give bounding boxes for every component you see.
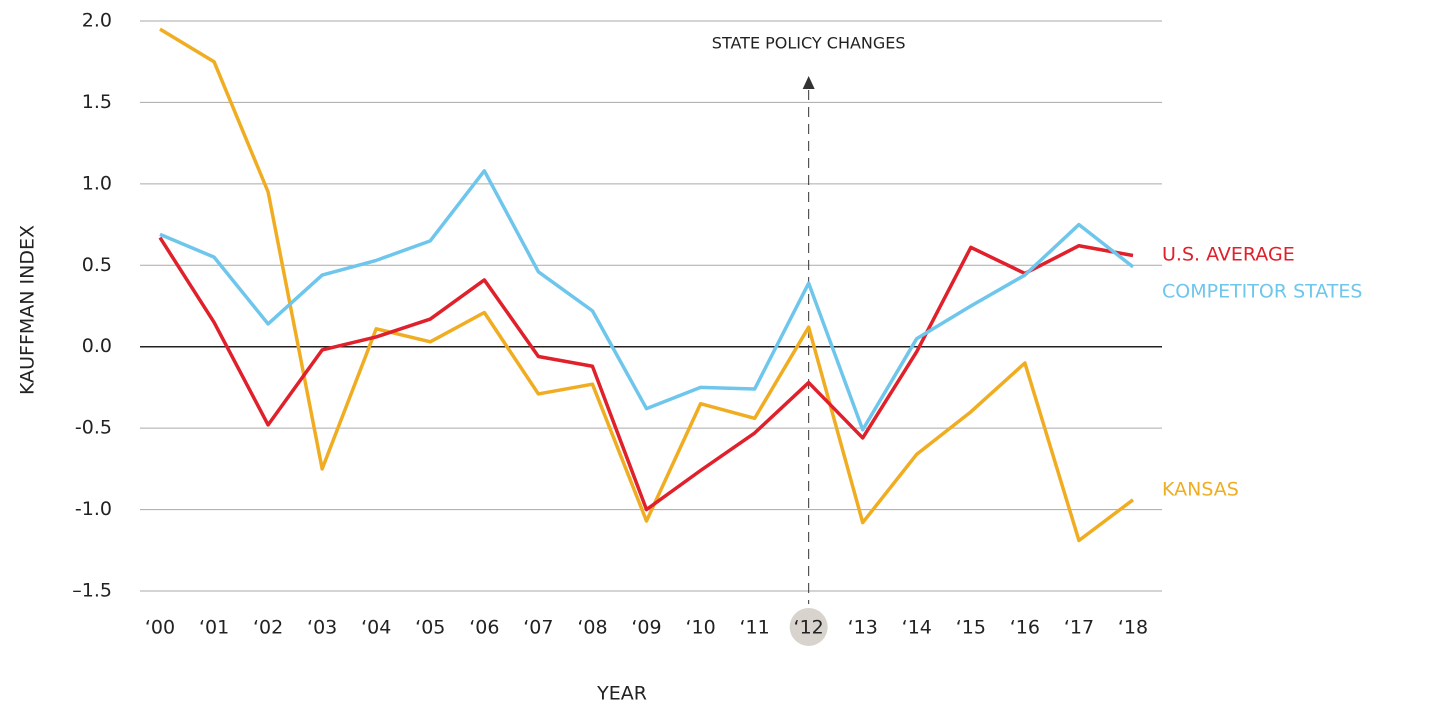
- highlight-circle: [789, 608, 828, 646]
- y-tick-label: 0.5: [82, 254, 112, 276]
- x-tick-label: ‘11: [740, 617, 770, 639]
- y-tick-label: 0.0: [82, 335, 112, 357]
- legend-label: U.S. AVERAGE: [1162, 244, 1295, 266]
- series-line: [158, 236, 1134, 512]
- x-tick-label: ‘15: [956, 617, 986, 639]
- annotation-arrow: [802, 76, 815, 89]
- x-tick-label: ‘01: [199, 617, 229, 639]
- x-tick-label: ‘08: [577, 617, 607, 639]
- y-tick-label: 1.5: [82, 91, 112, 113]
- x-tick-label: ‘05: [415, 617, 445, 639]
- x-axis-label: YEAR: [596, 683, 647, 705]
- x-tick-label: ‘18: [1118, 617, 1148, 639]
- legend-label: KANSAS: [1162, 479, 1239, 501]
- x-tick-label: ‘06: [469, 617, 499, 639]
- x-tick-label: ‘12: [794, 617, 824, 639]
- x-tick-label: ‘02: [253, 617, 283, 639]
- x-tick-label: ‘03: [307, 617, 337, 639]
- y-tick-label: -0.5: [75, 417, 112, 439]
- legend-label: COMPETITOR STATES: [1162, 281, 1362, 303]
- annotation-text: STATE POLICY CHANGES: [712, 34, 906, 53]
- y-tick-label: 1.0: [82, 172, 112, 194]
- y-tick-label: 2.0: [82, 10, 112, 32]
- y-tick-label: –1.5: [72, 580, 112, 602]
- x-tick-label: ‘13: [848, 617, 878, 639]
- x-tick-label: ‘14: [902, 617, 932, 639]
- x-tick-label: ‘00: [145, 617, 175, 639]
- x-tick-label: ‘10: [685, 617, 715, 639]
- series-line: [159, 169, 1135, 432]
- x-tick-label: ‘09: [631, 617, 661, 639]
- y-tick-label: -1.0: [75, 498, 112, 520]
- y-axis-label: KAUFFMAN INDEX: [17, 225, 39, 395]
- series-line: [159, 27, 1135, 543]
- x-tick-label: ‘07: [523, 617, 553, 639]
- x-tick-label: ‘04: [361, 617, 391, 639]
- x-tick-label: ‘17: [1064, 617, 1094, 639]
- x-tick-label: ‘16: [1010, 617, 1040, 639]
